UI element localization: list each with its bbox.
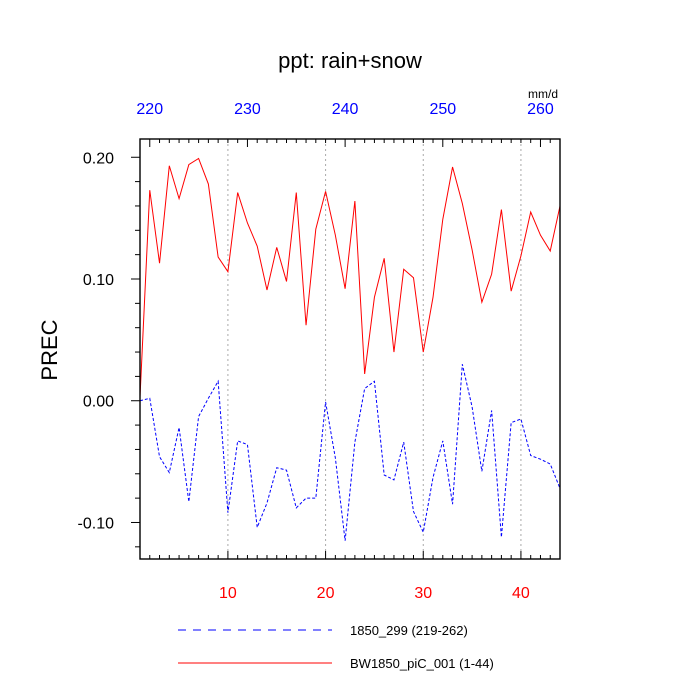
series-line-1 bbox=[139, 364, 561, 541]
grid-lines bbox=[227, 139, 522, 559]
top-tick-label: 250 bbox=[429, 101, 456, 118]
series-line-0 bbox=[139, 157, 561, 398]
y-axis-title: PREC bbox=[37, 319, 62, 380]
top-tick-label: 240 bbox=[332, 101, 359, 118]
chart-title: ppt: rain+snow bbox=[278, 48, 422, 73]
y-tick-label: 0.10 bbox=[83, 272, 114, 289]
axes: 10 20 30 40 220 230 240 250 260 0.20 0.10 0.00 -0.10 bbox=[78, 101, 561, 602]
x-tick-label: 20 bbox=[317, 585, 335, 602]
top-tick-label: 220 bbox=[136, 101, 163, 118]
x-tick-label: 10 bbox=[219, 585, 237, 602]
top-tick-label: 260 bbox=[527, 101, 554, 118]
y-tick-label: -0.10 bbox=[78, 515, 115, 532]
y-tick-label: 0.00 bbox=[83, 394, 114, 411]
legend: 1850_299 (219-262) BW1850_piC_001 (1-44) bbox=[178, 623, 494, 671]
legend-label-0: BW1850_piC_001 (1-44) bbox=[350, 656, 494, 671]
x-tick-label: 30 bbox=[414, 585, 432, 602]
x-tick-label: 40 bbox=[512, 585, 530, 602]
y-tick-label: 0.20 bbox=[83, 150, 114, 167]
units-label: mm/d bbox=[528, 87, 558, 101]
top-tick-label: 230 bbox=[234, 101, 261, 118]
plot-frame bbox=[139, 138, 561, 560]
series-layer bbox=[139, 157, 561, 541]
legend-label-1: 1850_299 (219-262) bbox=[350, 623, 468, 638]
